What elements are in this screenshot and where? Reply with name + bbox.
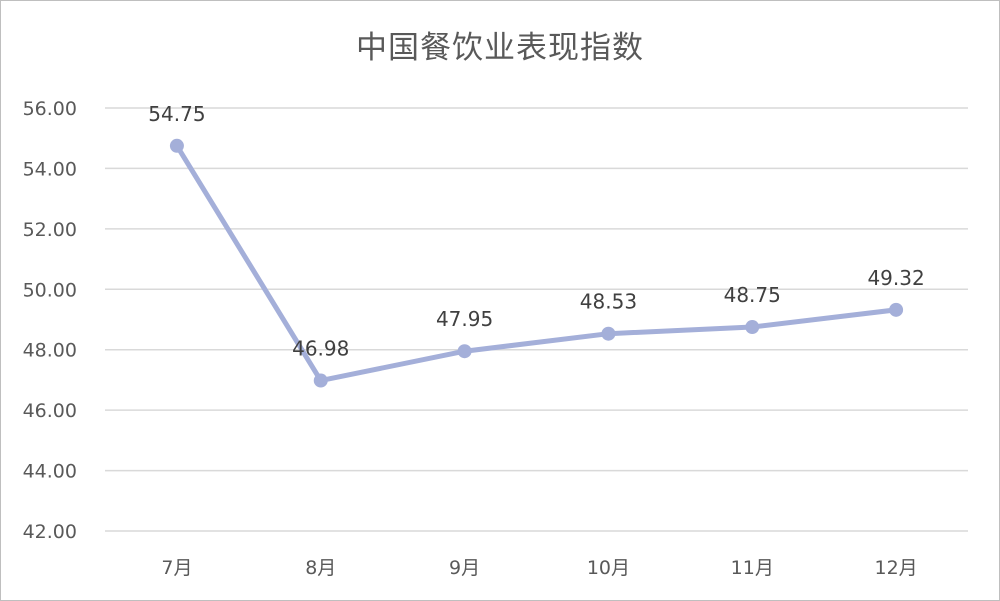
data-point: [457, 344, 472, 359]
data-label: 46.98: [292, 337, 349, 361]
y-tick-label: 52.00: [23, 219, 77, 241]
data-point: [169, 138, 184, 153]
y-tick-label: 48.00: [23, 340, 77, 362]
data-point: [601, 326, 616, 341]
gridlines: [105, 107, 968, 532]
data-label: 48.75: [724, 283, 781, 307]
y-tick-label: 54.00: [23, 158, 77, 180]
series-line: [174, 143, 899, 384]
data-label: 49.32: [867, 266, 924, 290]
series-line-path: [174, 143, 899, 384]
x-tick-label: 11月: [731, 557, 774, 579]
x-tick-label: 8月: [305, 557, 336, 579]
data-point: [745, 320, 760, 335]
y-tick-label: 44.00: [23, 461, 77, 483]
x-tick-label: 9月: [449, 557, 480, 579]
data-point: [889, 302, 904, 317]
series-points: [169, 138, 904, 388]
y-axis-ticks: 42.00 44.00 46.00 48.00 50.00 52.00 54.00 56.00: [23, 98, 77, 543]
data-point: [313, 373, 328, 388]
x-tick-label: 7月: [161, 557, 192, 579]
chart-title: 中国餐饮业表现指数: [356, 30, 644, 66]
y-tick-label: 46.00: [23, 400, 77, 422]
y-tick-label: 56.00: [23, 98, 77, 120]
data-label: 54.75: [148, 102, 205, 126]
data-label: 48.53: [580, 290, 637, 314]
x-tick-label: 12月: [874, 557, 917, 579]
x-axis-ticks: 7月 8月 9月 10月 11月 12月: [161, 557, 917, 579]
y-tick-label: 50.00: [23, 279, 77, 301]
y-tick-label: 42.00: [23, 521, 77, 543]
data-label: 47.95: [436, 307, 493, 331]
x-tick-label: 10月: [587, 557, 630, 579]
data-labels: 54.75 46.98 47.95 48.53 48.75 49.32: [148, 102, 924, 361]
